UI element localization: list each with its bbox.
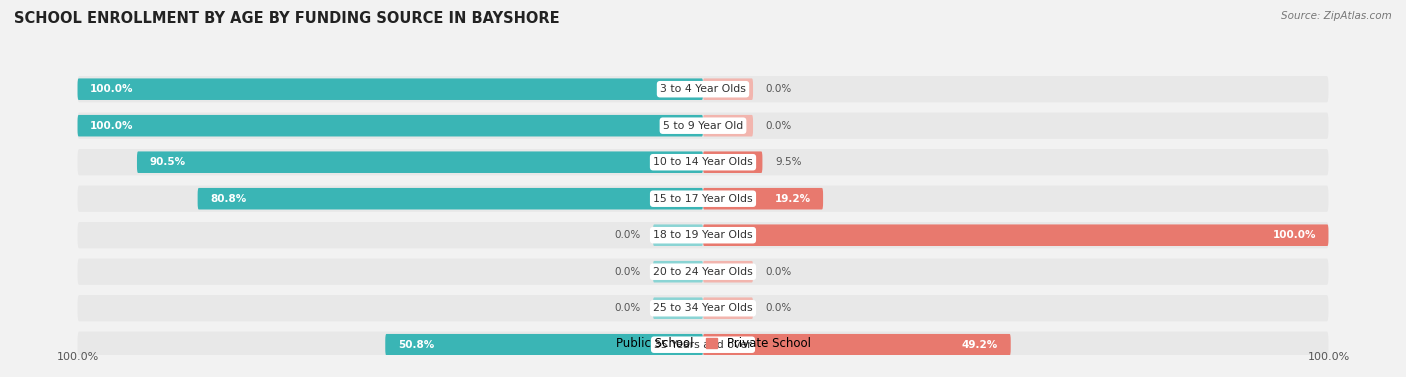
FancyBboxPatch shape (703, 224, 1329, 246)
Text: 49.2%: 49.2% (962, 340, 998, 350)
FancyBboxPatch shape (652, 297, 703, 319)
FancyBboxPatch shape (77, 149, 1329, 175)
Text: 80.8%: 80.8% (209, 194, 246, 204)
Text: Source: ZipAtlas.com: Source: ZipAtlas.com (1281, 11, 1392, 21)
FancyBboxPatch shape (703, 261, 754, 282)
Text: 0.0%: 0.0% (765, 303, 792, 313)
Text: 20 to 24 Year Olds: 20 to 24 Year Olds (654, 267, 752, 277)
FancyBboxPatch shape (77, 76, 1329, 102)
FancyBboxPatch shape (198, 188, 703, 210)
FancyBboxPatch shape (77, 115, 703, 136)
FancyBboxPatch shape (77, 185, 1329, 212)
Text: 100.0%: 100.0% (56, 352, 98, 362)
Text: 100.0%: 100.0% (1272, 230, 1316, 240)
Text: 5 to 9 Year Old: 5 to 9 Year Old (662, 121, 744, 131)
Text: 0.0%: 0.0% (614, 267, 641, 277)
Text: 3 to 4 Year Olds: 3 to 4 Year Olds (659, 84, 747, 94)
Text: 0.0%: 0.0% (614, 230, 641, 240)
Text: 0.0%: 0.0% (765, 267, 792, 277)
FancyBboxPatch shape (77, 259, 1329, 285)
FancyBboxPatch shape (652, 224, 703, 246)
Text: SCHOOL ENROLLMENT BY AGE BY FUNDING SOURCE IN BAYSHORE: SCHOOL ENROLLMENT BY AGE BY FUNDING SOUR… (14, 11, 560, 26)
Text: 35 Years and over: 35 Years and over (654, 340, 752, 350)
FancyBboxPatch shape (703, 188, 823, 210)
Text: 0.0%: 0.0% (614, 303, 641, 313)
Text: 10 to 14 Year Olds: 10 to 14 Year Olds (654, 157, 752, 167)
FancyBboxPatch shape (703, 334, 1011, 356)
Text: 25 to 34 Year Olds: 25 to 34 Year Olds (654, 303, 752, 313)
Text: 50.8%: 50.8% (398, 340, 434, 350)
Text: 18 to 19 Year Olds: 18 to 19 Year Olds (654, 230, 752, 240)
FancyBboxPatch shape (136, 152, 703, 173)
FancyBboxPatch shape (703, 78, 754, 100)
Legend: Public School, Private School: Public School, Private School (591, 333, 815, 355)
Text: 100.0%: 100.0% (1308, 352, 1350, 362)
Text: 0.0%: 0.0% (765, 121, 792, 131)
Text: 100.0%: 100.0% (90, 84, 134, 94)
Text: 15 to 17 Year Olds: 15 to 17 Year Olds (654, 194, 752, 204)
Text: 90.5%: 90.5% (149, 157, 186, 167)
FancyBboxPatch shape (77, 113, 1329, 139)
Text: 9.5%: 9.5% (775, 157, 801, 167)
FancyBboxPatch shape (652, 261, 703, 282)
Text: 0.0%: 0.0% (765, 84, 792, 94)
FancyBboxPatch shape (703, 152, 762, 173)
FancyBboxPatch shape (703, 115, 754, 136)
Text: 19.2%: 19.2% (775, 194, 811, 204)
FancyBboxPatch shape (77, 78, 703, 100)
FancyBboxPatch shape (385, 334, 703, 356)
Text: 100.0%: 100.0% (90, 121, 134, 131)
FancyBboxPatch shape (77, 295, 1329, 321)
FancyBboxPatch shape (77, 222, 1329, 248)
FancyBboxPatch shape (77, 332, 1329, 358)
FancyBboxPatch shape (703, 297, 754, 319)
